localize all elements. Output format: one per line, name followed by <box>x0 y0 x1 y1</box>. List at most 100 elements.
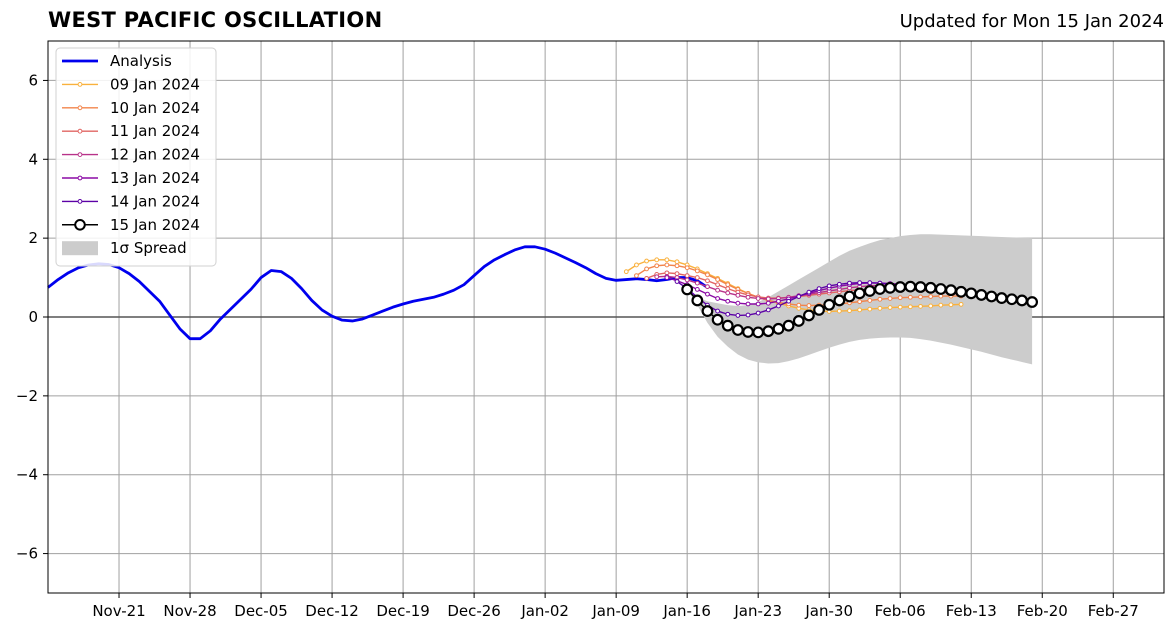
x-tick-label: Jan-23 <box>733 602 782 620</box>
forecast-point <box>772 322 785 335</box>
x-tick-label: Jan-16 <box>662 602 711 620</box>
y-tick-label: 0 <box>28 308 38 326</box>
forecast-point <box>955 285 967 298</box>
forecast-point <box>681 283 694 296</box>
forecast-point <box>694 268 700 274</box>
forecast-point <box>634 262 639 268</box>
forecast-point <box>752 326 765 339</box>
forecast-point <box>765 296 771 302</box>
forecast-point <box>887 296 893 301</box>
legend-label: 13 Jan 2024 <box>110 169 200 187</box>
forecast-point <box>965 287 978 300</box>
y-tick-label: −6 <box>16 545 38 563</box>
x-tick-label: Jan-09 <box>591 602 640 620</box>
forecast-point <box>928 294 934 299</box>
legend-entry: Analysis <box>62 52 172 70</box>
forecast-point <box>725 282 731 288</box>
y-tick-label: 6 <box>28 71 38 89</box>
forecast-point <box>644 266 649 272</box>
forecast-point <box>867 280 873 286</box>
forecast-point <box>975 289 988 301</box>
legend: Analysis 09 Jan 2024 10 Jan 2024 11 Jan 202… <box>55 47 217 267</box>
y-tick-label: 4 <box>28 150 38 168</box>
legend-marker <box>77 175 83 181</box>
forecast-point <box>867 306 873 312</box>
forecast-point <box>863 285 876 297</box>
x-tick-label: Jan-30 <box>804 602 853 620</box>
forecast-point <box>904 280 917 293</box>
forecast-point <box>843 290 856 303</box>
forecast-point <box>644 258 649 264</box>
forecast-point <box>674 263 680 269</box>
forecast-point <box>918 303 923 309</box>
legend-label: 10 Jan 2024 <box>110 99 200 117</box>
forecast-point <box>725 286 731 292</box>
forecast-point <box>803 309 815 322</box>
legend-entry: 09 Jan 2024 <box>62 75 200 93</box>
x-tick-label: Dec-19 <box>376 602 430 620</box>
legend-marker <box>77 82 83 87</box>
forecast-point <box>735 292 741 298</box>
forecast-point <box>857 299 863 305</box>
x-tick-label: Feb-20 <box>1017 602 1068 620</box>
forecast-point <box>721 319 734 332</box>
forecast-point <box>836 281 842 287</box>
legend-marker <box>77 152 83 158</box>
x-axis: Nov-21 Nov-28 Dec-05 Dec-12 Dec-19 Dec-26 Jan-… <box>92 593 1139 620</box>
y-tick-label: 2 <box>28 229 38 247</box>
forecast-point <box>674 279 680 284</box>
forecast-point <box>664 275 670 280</box>
forecast-point <box>1005 293 1018 306</box>
legend-marker <box>74 219 86 231</box>
forecast-point <box>792 315 805 327</box>
legend-entry: 14 Jan 2024 <box>62 192 200 210</box>
forecast-point <box>796 302 802 308</box>
forecast-point <box>836 308 842 314</box>
forecast-point <box>691 294 704 307</box>
series-layer <box>47 245 1039 341</box>
x-tick-label: Dec-26 <box>447 602 501 620</box>
y-tick-label: −4 <box>16 466 38 484</box>
forecast-point <box>755 296 761 301</box>
legend-label: 1σ Spread <box>110 239 187 257</box>
forecast-point <box>715 287 720 293</box>
forecast-point <box>745 301 751 307</box>
legend-swatch <box>62 241 98 256</box>
forecast-point <box>874 283 886 295</box>
forecast-point <box>914 281 927 293</box>
y-tick-label: −2 <box>16 387 38 405</box>
forecast-point <box>644 275 649 281</box>
forecast-point <box>684 265 690 271</box>
forecast-point <box>715 277 720 282</box>
forecast-point <box>857 307 863 313</box>
forecast-point <box>711 313 724 326</box>
forecast-point <box>786 298 792 304</box>
forecast-point <box>731 324 744 336</box>
forecast-point <box>853 287 866 300</box>
legend-label: 09 Jan 2024 <box>110 75 200 93</box>
forecast-point <box>857 280 863 286</box>
forecast-point <box>813 304 825 316</box>
forecast-point <box>887 305 893 310</box>
forecast-point <box>725 311 731 317</box>
forecast-point <box>735 300 741 306</box>
forecast-point <box>705 291 710 297</box>
forecast-point <box>742 326 754 338</box>
legend-marker <box>77 128 83 134</box>
forecast-point <box>623 269 629 275</box>
forecast-point <box>782 319 795 332</box>
forecast-point <box>745 312 751 318</box>
analysis-line <box>47 245 709 341</box>
x-tick-label: Feb-06 <box>875 602 926 620</box>
forecast-point <box>928 303 934 309</box>
legend-label: Analysis <box>110 52 172 70</box>
forecast-point <box>664 262 670 268</box>
forecast-point <box>705 278 710 284</box>
forecast-point <box>985 290 998 303</box>
forecast-point <box>806 303 812 308</box>
legend-entry: 15 Jan 2024 <box>62 216 200 234</box>
forecast-point <box>833 294 846 307</box>
forecast-point <box>877 305 883 311</box>
legend-entry: 13 Jan 2024 <box>62 169 200 187</box>
forecast-point <box>806 289 812 295</box>
